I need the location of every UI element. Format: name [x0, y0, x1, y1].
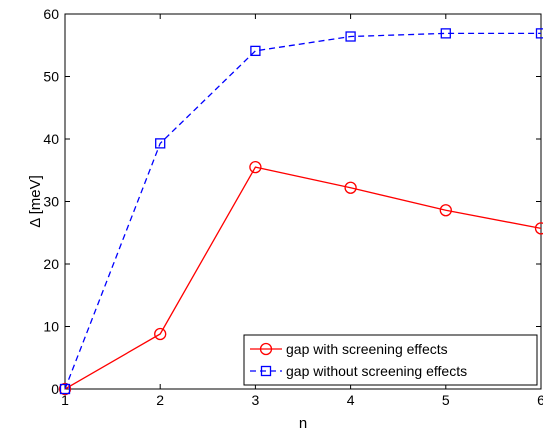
data-point	[59, 383, 71, 395]
data-point	[439, 204, 452, 217]
legend-label: gap with screening effects	[286, 341, 448, 357]
data-point	[534, 222, 543, 235]
y-tick-label: 20	[43, 256, 59, 272]
plot-frame	[64, 13, 542, 390]
legend-label: gap without screening effects	[286, 363, 467, 379]
y-axis-label: Δ [meV]	[27, 175, 44, 228]
data-point	[344, 181, 357, 194]
data-point	[345, 31, 356, 42]
data-point	[250, 45, 261, 57]
series-line	[64, 166, 542, 390]
x-tick-label: 5	[442, 392, 450, 408]
y-tick-label: 30	[43, 194, 59, 210]
data-point	[535, 28, 543, 39]
legend-marker	[259, 342, 273, 356]
x-tick-label: 6	[537, 392, 543, 408]
series-1	[58, 160, 543, 396]
legend-marker	[260, 365, 272, 377]
y-tick-label: 10	[43, 319, 59, 335]
data-point	[154, 327, 167, 341]
y-tick-label: 0	[51, 381, 59, 397]
x-axis-label: n	[299, 415, 307, 430]
y-tick-label: 60	[43, 6, 59, 22]
data-point	[249, 160, 262, 174]
x-tick-label: 3	[252, 392, 260, 408]
x-tick-label: 1	[61, 392, 69, 408]
legend-entry: gap with screening effects	[250, 341, 448, 357]
plot-area	[64, 13, 542, 390]
x-tick-label: 2	[156, 392, 164, 408]
series-layer	[58, 28, 543, 396]
y-tick-label: 40	[43, 131, 59, 147]
series-line	[64, 32, 541, 390]
data-point	[440, 28, 451, 39]
y-tick-label: 50	[43, 69, 59, 85]
x-tick-label: 4	[347, 392, 355, 408]
series-2	[59, 28, 543, 395]
data-point	[155, 138, 166, 149]
legend-entry: gap without screening effects	[250, 363, 467, 379]
legend: gap with screening effects gap without sc…	[243, 334, 538, 386]
data-point	[58, 382, 72, 396]
legend-box	[243, 334, 538, 386]
